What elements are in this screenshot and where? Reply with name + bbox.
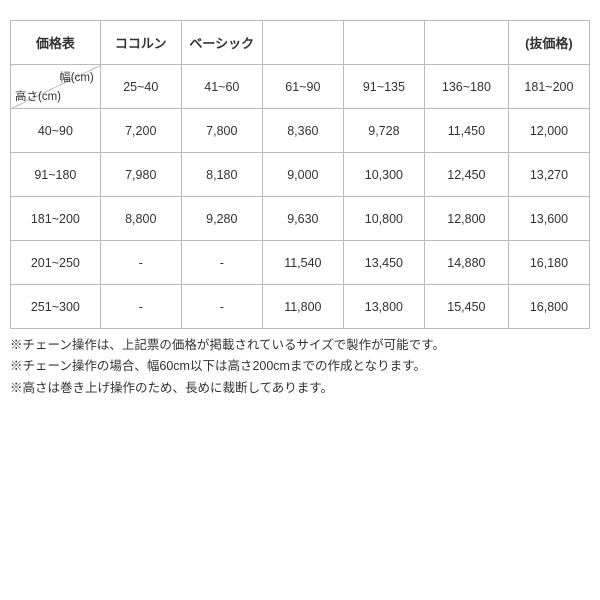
axis-cell: 幅(cm) 高さ(cm) [11, 65, 101, 109]
price-cell: 7,800 [181, 109, 262, 153]
price-cell: 11,540 [262, 241, 343, 285]
height-axis-label: 高さ(cm) [15, 88, 61, 104]
price-cell: 13,800 [343, 285, 424, 329]
footnote: ※チェーン操作は、上記票の価格が掲載されているサイズで製作が可能です。 [10, 335, 590, 356]
width-range: 61~90 [262, 65, 343, 109]
price-cell: 9,630 [262, 197, 343, 241]
table-row: 40~90 7,200 7,800 8,360 9,728 11,450 12,… [11, 109, 590, 153]
price-cell: 10,800 [343, 197, 424, 241]
price-cell: 15,450 [424, 285, 508, 329]
width-range: 91~135 [343, 65, 424, 109]
price-cell: 12,800 [424, 197, 508, 241]
table-row: 201~250 - - 11,540 13,450 14,880 16,180 [11, 241, 590, 285]
price-cell: 8,180 [181, 153, 262, 197]
price-cell: 9,728 [343, 109, 424, 153]
price-cell: - [100, 285, 181, 329]
blank-col [262, 21, 343, 65]
height-range: 91~180 [11, 153, 101, 197]
price-cell: 10,300 [343, 153, 424, 197]
price-cell: - [181, 241, 262, 285]
price-cell: - [181, 285, 262, 329]
price-cell: 9,280 [181, 197, 262, 241]
price-cell: 12,000 [508, 109, 589, 153]
price-cell: 11,450 [424, 109, 508, 153]
price-cell: 13,270 [508, 153, 589, 197]
price-table: 価格表 ココルン ベーシック (抜価格) 幅(cm) 高さ(cm) 25~40 … [10, 20, 590, 329]
blank-col [343, 21, 424, 65]
price-cell: 8,800 [100, 197, 181, 241]
blank-col [424, 21, 508, 65]
price-cell: 13,600 [508, 197, 589, 241]
table-row: 251~300 - - 11,800 13,800 15,450 16,800 [11, 285, 590, 329]
width-range: 136~180 [424, 65, 508, 109]
width-range-row: 幅(cm) 高さ(cm) 25~40 41~60 61~90 91~135 13… [11, 65, 590, 109]
header-row: 価格表 ココルン ベーシック (抜価格) [11, 21, 590, 65]
table-title: 価格表 [11, 21, 101, 65]
height-range: 181~200 [11, 197, 101, 241]
height-range: 251~300 [11, 285, 101, 329]
price-cell: 11,800 [262, 285, 343, 329]
price-cell: 7,980 [100, 153, 181, 197]
width-range: 41~60 [181, 65, 262, 109]
price-cell: 16,180 [508, 241, 589, 285]
width-range: 181~200 [508, 65, 589, 109]
width-axis-label: 幅(cm) [59, 69, 94, 85]
footnotes: ※チェーン操作は、上記票の価格が掲載されているサイズで製作が可能です。 ※チェー… [10, 335, 590, 399]
brand-col-2: ベーシック [181, 21, 262, 65]
width-range: 25~40 [100, 65, 181, 109]
brand-col-1: ココルン [100, 21, 181, 65]
tax-note: (抜価格) [508, 21, 589, 65]
price-cell: - [100, 241, 181, 285]
height-range: 201~250 [11, 241, 101, 285]
price-cell: 7,200 [100, 109, 181, 153]
table-row: 91~180 7,980 8,180 9,000 10,300 12,450 1… [11, 153, 590, 197]
table-row: 181~200 8,800 9,280 9,630 10,800 12,800 … [11, 197, 590, 241]
price-cell: 14,880 [424, 241, 508, 285]
price-cell: 8,360 [262, 109, 343, 153]
footnote: ※チェーン操作の場合、幅60cm以下は高さ200cmまでの作成となります。 [10, 356, 590, 377]
price-cell: 9,000 [262, 153, 343, 197]
price-cell: 16,800 [508, 285, 589, 329]
height-range: 40~90 [11, 109, 101, 153]
price-cell: 13,450 [343, 241, 424, 285]
price-cell: 12,450 [424, 153, 508, 197]
footnote: ※高さは巻き上げ操作のため、長めに裁断してあります。 [10, 378, 590, 399]
